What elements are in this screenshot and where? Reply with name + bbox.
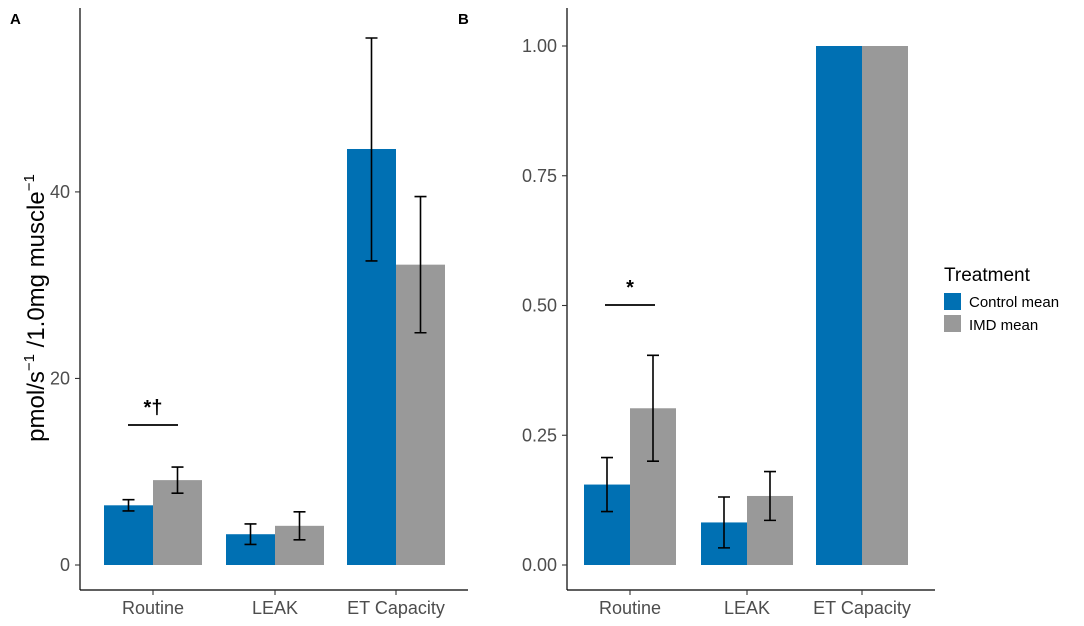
panel-a-errorbar-et-capacity-imd: [414, 195, 427, 334]
panel-a-y-tick-label: 20: [50, 368, 70, 388]
panel-a-x-tick-label-routine: Routine: [122, 598, 184, 618]
panel-b-x-tick-label-leak: LEAK: [724, 598, 770, 618]
panel-b-y-tick-label: 0.00: [522, 555, 557, 575]
panel-a-x-tick-label-et-capacity: ET Capacity: [347, 598, 445, 618]
panel-b-errorbar-leak-control: [718, 496, 730, 549]
panel-b-y-tick-label: 1.00: [522, 36, 557, 56]
panel-b-plot: 0.00 0.25 0.50 0.75 1.00 Routine LEAK ET Capaci…: [522, 36, 911, 618]
panel-a-label: A: [10, 11, 21, 28]
panel-a-significance-label: *†: [144, 397, 163, 419]
legend-label-control: Control mean: [969, 294, 1059, 311]
legend-title: Treatment: [944, 265, 1031, 286]
panel-b-bar-et-capacity-control: [816, 46, 862, 565]
panel-a-y-tick-label: 40: [50, 182, 70, 202]
panel-a-x-tick-label-leak: LEAK: [252, 598, 298, 618]
panel-b-y-tick-label: 0.25: [522, 425, 557, 445]
panel-b-label: B: [458, 11, 469, 28]
legend: Treatment Control mean IMD mean: [944, 265, 1059, 334]
panel-a: A pmol/s−1 /1.0mg muscle−1 0 20 40 Routine L…: [10, 8, 468, 618]
panel-b-significance-label: *: [626, 277, 634, 299]
panel-b-y-tick-label: 0.50: [522, 296, 557, 316]
legend-label-imd: IMD mean: [969, 317, 1038, 334]
panel-a-bar-routine-control: [104, 505, 153, 565]
panel-b-x-tick-label-routine: Routine: [599, 598, 661, 618]
panel-a-errorbar-routine-control: [122, 498, 135, 512]
panel-b-bar-et-capacity-imd: [862, 46, 908, 565]
panel-a-plot: 0 20 40 Routine LEAK ET Capacity *†: [50, 37, 445, 618]
panel-b-errorbar-routine-imd: [647, 354, 659, 462]
legend-swatch-imd: [944, 315, 961, 332]
panel-a-y-tick-label: 0: [60, 555, 70, 575]
panel-a-errorbar-leak-control: [244, 523, 257, 546]
panel-a-errorbar-leak-imd: [293, 511, 306, 541]
legend-swatch-control: [944, 293, 961, 310]
panel-a-y-axis-title: pmol/s−1 /1.0mg muscle−1: [21, 174, 50, 442]
panel-b-errorbar-routine-control: [601, 456, 613, 513]
panel-a-errorbar-et-capacity-control: [365, 37, 378, 262]
panel-a-errorbar-routine-imd: [171, 466, 184, 494]
panel-b-y-tick-label: 0.75: [522, 166, 557, 186]
panel-a-bar-routine-imd: [153, 480, 202, 565]
panel-b: B 0.00 0.25 0.50 0.75 1.00 Routine LEAK ET Capa…: [458, 8, 935, 618]
panel-b-x-tick-label-et-capacity: ET Capacity: [813, 598, 911, 618]
panel-b-errorbar-leak-imd: [764, 470, 776, 522]
